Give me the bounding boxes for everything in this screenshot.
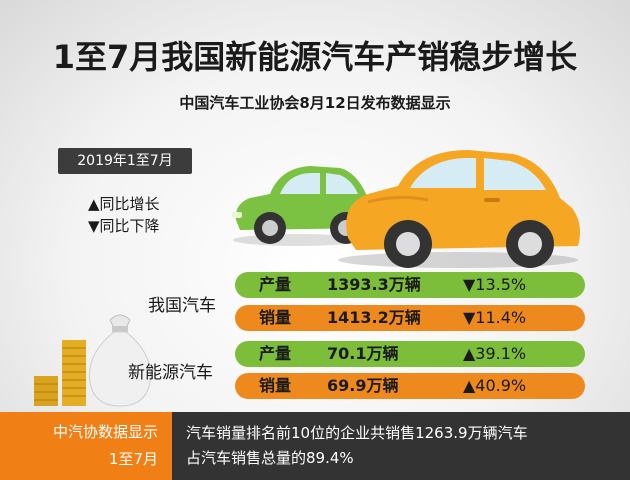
footer-note-line1: 汽车销量排名前10位的企业共销售1263.9万辆汽车	[186, 424, 528, 442]
period-tag: 2019年1至7月	[58, 148, 192, 174]
page-subtitle: 中国汽车工业协会8月12日发布数据显示	[179, 94, 451, 112]
coin-stack-icon	[34, 340, 86, 406]
footer-banner: 中汽协数据显示 1至7月 汽车销量排名前10位的企业共销售1263.9万辆汽车 …	[0, 412, 630, 480]
money-bag-icon	[89, 314, 151, 407]
orange-car-icon	[338, 150, 580, 268]
metric-change: ▼13.5%	[463, 275, 527, 294]
footer-source-line2: 1至7月	[108, 450, 158, 468]
row-all-sales: 销量 1413.2万辆 ▼11.4%	[235, 305, 585, 331]
footer-note-line2: 占汽车销售总量的89.4%	[186, 449, 354, 467]
row-nev-production: 产量 70.1万辆 ▲39.1%	[235, 341, 585, 367]
legend-increase: ▲同比增长	[88, 195, 160, 213]
metric-value: 69.9万辆	[327, 376, 399, 395]
metric-change: ▼11.4%	[463, 308, 527, 327]
metric-label: 销量	[259, 376, 292, 395]
group-label-nev: 新能源汽车	[128, 363, 213, 383]
metric-change: ▲39.1%	[463, 344, 527, 363]
green-car-icon	[232, 166, 382, 246]
money-illustration	[34, 314, 151, 407]
metric-value: 70.1万辆	[327, 344, 399, 363]
page-title: 1至7月我国新能源汽车产销稳步增长	[52, 38, 578, 76]
row-all-production: 产量 1393.3万辆 ▼13.5%	[235, 272, 585, 298]
metric-label: 产量	[259, 275, 292, 294]
metric-value: 1393.3万辆	[327, 275, 421, 294]
footer-source-box: 中汽协数据显示 1至7月	[0, 412, 172, 480]
group-label-all-cars: 我国汽车	[148, 296, 216, 316]
metric-change: ▲40.9%	[463, 376, 527, 395]
legend-decrease: ▼同比下降	[88, 217, 160, 235]
cars-illustration	[232, 150, 580, 268]
metric-label: 销量	[259, 308, 292, 327]
metric-label: 产量	[259, 344, 292, 363]
footer-note: 汽车销量排名前10位的企业共销售1263.9万辆汽车 占汽车销售总量的89.4%	[186, 421, 616, 471]
footer-source-line1: 中汽协数据显示	[52, 423, 158, 441]
metric-value: 1413.2万辆	[327, 308, 421, 327]
row-nev-sales: 销量 69.9万辆 ▲40.9%	[235, 373, 585, 399]
